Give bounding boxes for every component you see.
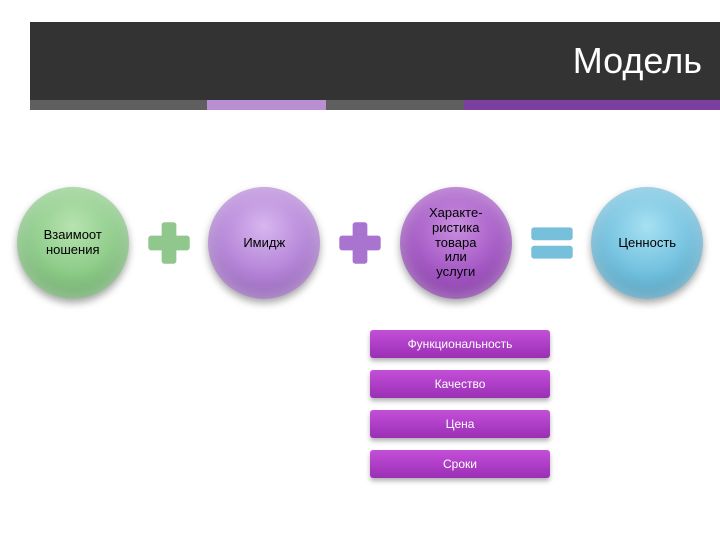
- accent-segment: [326, 100, 464, 110]
- detail-item: Функциональность: [370, 330, 550, 358]
- accent-stripe: [30, 100, 720, 110]
- page-title: Модель: [573, 40, 702, 82]
- accent-segment: [30, 100, 207, 110]
- detail-item: Сроки: [370, 450, 550, 478]
- node-label: Взаимоотношения: [44, 228, 102, 258]
- header-bar: Модель: [30, 22, 720, 100]
- equals-icon: [529, 220, 575, 266]
- node-label: Характе-ристикатовараилиуслуги: [429, 206, 483, 281]
- node-relations: Взаимоотношения: [17, 187, 129, 299]
- node-image: Имидж: [208, 187, 320, 299]
- plus-icon: [337, 220, 383, 266]
- node-char: Характе-ристикатовараилиуслуги: [400, 187, 512, 299]
- detail-item: Качество: [370, 370, 550, 398]
- accent-segment: [207, 100, 325, 110]
- accent-segment: [464, 100, 720, 110]
- detail-column: Функциональность Качество Цена Сроки: [370, 330, 550, 478]
- node-label: Имидж: [243, 236, 285, 251]
- node-value: Ценность: [591, 187, 703, 299]
- equation-row: Взаимоотношения Имидж Характе-ристикатов…: [0, 178, 720, 308]
- plus-icon: [146, 220, 192, 266]
- detail-item: Цена: [370, 410, 550, 438]
- node-label: Ценность: [618, 236, 676, 251]
